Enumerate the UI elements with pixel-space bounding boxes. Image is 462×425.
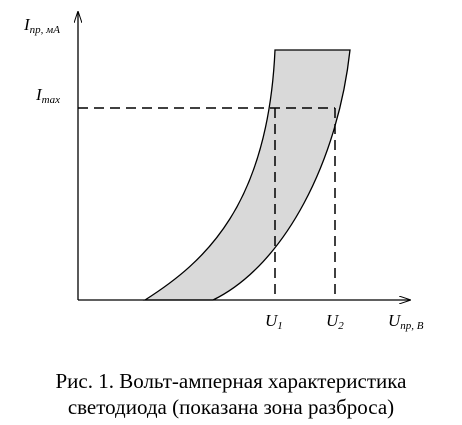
spread-zone bbox=[142, 49, 351, 301]
u2-label: U2 bbox=[326, 311, 344, 332]
caption-line: светодиода (показана зона разброса) bbox=[68, 395, 394, 419]
u1-label: U1 bbox=[265, 311, 283, 332]
x-axis-label: Uпр, В bbox=[388, 311, 424, 332]
caption-line: Рис. 1. Вольт-амперная характеристика bbox=[55, 369, 407, 393]
y-axis-label: Iпр, мА bbox=[23, 15, 60, 36]
imax-label: Imax bbox=[35, 85, 60, 106]
